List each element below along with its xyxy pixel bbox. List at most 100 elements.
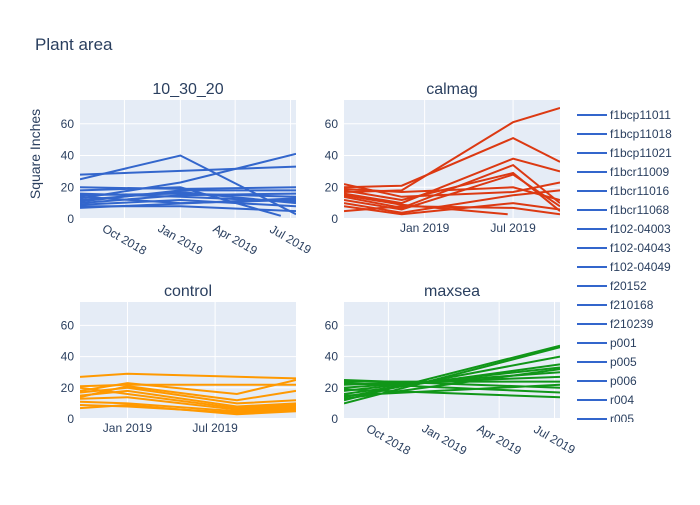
- legend-item[interactable]: p006: [577, 374, 637, 388]
- series-line: [80, 386, 296, 410]
- legend-label: f102-04003: [610, 222, 671, 236]
- series-line: [80, 186, 282, 217]
- x-tick-label: Apr 2019: [211, 221, 260, 258]
- series-line: [80, 396, 296, 411]
- series-line: [344, 388, 560, 399]
- plot-area: [344, 302, 560, 419]
- series-line: [344, 194, 508, 216]
- y-tick-label: 40: [61, 149, 75, 163]
- legend-label: f102-04049: [610, 260, 671, 274]
- legend-item[interactable]: f1bcr11068: [577, 203, 669, 217]
- legend-label: f210239: [610, 317, 654, 331]
- legend-item[interactable]: f210239: [577, 317, 654, 331]
- y-tick-label: 20: [325, 381, 339, 395]
- subplot-title: maxsea: [424, 283, 480, 300]
- legend-item[interactable]: f102-04043: [577, 241, 671, 255]
- series-line: [80, 372, 296, 380]
- legend-label: f210168: [610, 298, 654, 312]
- legend-item[interactable]: f210168: [577, 298, 654, 312]
- y-tick-label: 40: [325, 350, 339, 364]
- y-tick-label: 20: [325, 180, 339, 194]
- series-line: [344, 173, 560, 211]
- y-tick-label: 60: [325, 318, 339, 332]
- legend-label: f1bcp11018: [610, 127, 672, 141]
- legend-item[interactable]: p001: [577, 336, 637, 350]
- y-tick-label: 0: [67, 212, 74, 226]
- legend-label: f20152: [610, 279, 647, 293]
- legend-item[interactable]: f20152: [577, 279, 647, 293]
- series-line: [344, 136, 560, 189]
- series-line: [80, 192, 296, 205]
- legend-item[interactable]: p005: [577, 355, 637, 369]
- subplot-title: calmag: [426, 81, 478, 98]
- y-axis-label: Square Inches: [27, 109, 43, 199]
- legend-item[interactable]: f1bcr11016: [577, 184, 669, 198]
- series-line: [80, 152, 296, 200]
- legend-item[interactable]: f102-04049: [577, 260, 671, 274]
- legend-label: f102-04043: [610, 241, 671, 255]
- series-group: [80, 372, 296, 416]
- series-group: [80, 152, 296, 217]
- series-line: [344, 368, 560, 400]
- subplot-title: control: [164, 283, 212, 300]
- y-tick-label: 40: [325, 149, 339, 163]
- legend-label: p005: [610, 355, 637, 369]
- subplot-title: 10_30_20: [152, 81, 223, 98]
- series-line: [344, 186, 560, 201]
- x-tick-label: Jul 2019: [267, 222, 314, 257]
- legend-label: f1bcr11016: [610, 184, 669, 198]
- legend-item[interactable]: f1bcr11009: [577, 165, 669, 179]
- y-tick-label: 60: [325, 117, 339, 131]
- legend: f1bcp11011 f1bcp11018 f1bcp11021 f1bcr11009…: [577, 108, 672, 426]
- series-line: [80, 189, 296, 203]
- series-line: [80, 197, 296, 209]
- y-tick-label: 20: [61, 180, 75, 194]
- y-tick-label: 20: [61, 381, 75, 395]
- legend-label: r004: [610, 393, 634, 407]
- subplot-1: 0 20 40 60 Jan 2019 Jul 2019 calmag: [325, 81, 560, 235]
- series-line: [80, 379, 296, 396]
- legend-item[interactable]: r005: [577, 412, 634, 426]
- series-line: [344, 205, 560, 216]
- series-line: [344, 157, 560, 205]
- chart-title: Plant area: [35, 35, 113, 54]
- series-line: [80, 403, 296, 416]
- x-tick-label: Jul 2019: [531, 422, 578, 457]
- x-tick-label: Jul 2019: [192, 421, 238, 435]
- legend-label: p001: [610, 336, 637, 350]
- series-group: [344, 344, 560, 405]
- series-line: [80, 383, 296, 388]
- y-tick-label: 40: [61, 350, 75, 364]
- legend-label: f1bcp11021: [610, 146, 672, 160]
- legend-item[interactable]: r004: [577, 393, 634, 407]
- series-line: [344, 382, 560, 394]
- subplot-3: 0 20 40 60 Oct 2018 Jan 2019 Apr 2019 Jul 2019 m…: [325, 283, 578, 458]
- legend-label: r005: [610, 412, 634, 426]
- legend-item[interactable]: f1bcp11011: [577, 108, 671, 122]
- legend-item[interactable]: f1bcp11021: [577, 146, 672, 160]
- x-tick-label: Jan 2019: [156, 221, 206, 258]
- legend-item[interactable]: f102-04003: [577, 222, 671, 236]
- x-tick-label: Jul 2019: [490, 221, 536, 235]
- x-tick-label: Jan 2019: [400, 221, 450, 235]
- legend-items: f1bcp11011 f1bcp11018 f1bcp11021 f1bcr11009…: [577, 108, 672, 426]
- legend-label: f1bcr11009: [610, 165, 669, 179]
- y-tick-label: 0: [331, 412, 338, 426]
- series-line: [344, 202, 560, 216]
- series-line: [80, 186, 296, 190]
- series-line: [80, 198, 296, 208]
- series-line: [80, 400, 296, 413]
- x-tick-label: Apr 2019: [475, 421, 524, 458]
- legend-label: f1bcr11068: [610, 203, 669, 217]
- legend-label: f1bcp11011: [610, 108, 671, 122]
- series-line: [80, 389, 296, 408]
- y-tick-label: 0: [67, 412, 74, 426]
- x-tick-label: Oct 2018: [100, 221, 149, 258]
- y-tick-label: 60: [61, 117, 75, 131]
- series-line: [80, 165, 296, 176]
- subplot-0: 0 20 40 60 Oct 2018 Jan 2019 Apr 2019 Jul 2019 1…: [61, 81, 314, 258]
- legend-item[interactable]: f1bcp11018: [577, 127, 672, 141]
